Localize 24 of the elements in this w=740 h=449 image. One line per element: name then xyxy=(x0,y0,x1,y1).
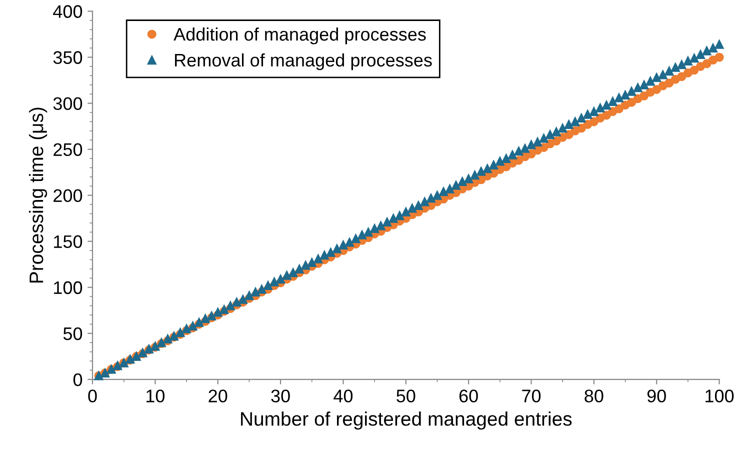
y-tick-label: 100 xyxy=(54,281,82,294)
x-tick-label: 30 xyxy=(271,390,290,402)
y-tick-label: 0 xyxy=(73,373,82,386)
x-tick-label: 40 xyxy=(334,390,353,402)
x-tick-label: 0 xyxy=(88,390,97,402)
y-tick-label: 300 xyxy=(53,97,82,110)
y-tick-label: 400 xyxy=(53,5,82,18)
x-tick-label: 90 xyxy=(647,390,666,402)
x-tick-label: 100 xyxy=(706,390,734,402)
y-tick-label: 150 xyxy=(54,235,82,248)
x-tick-label: 70 xyxy=(522,390,541,402)
x-tick-label: 20 xyxy=(208,390,228,402)
legend-label: Addition of managed processes xyxy=(174,27,426,44)
y-tick-label: 200 xyxy=(54,189,82,202)
legend-label: Removal of managed processes xyxy=(175,53,432,70)
x-tick-label: 60 xyxy=(459,390,478,402)
x-axis-title: Number of registered managed entries xyxy=(241,412,572,430)
y-tick-label: 350 xyxy=(53,51,82,64)
x-tick-label: 80 xyxy=(584,390,604,402)
y-tick-label: 50 xyxy=(63,327,82,340)
y-axis-title: Processing time (μs) xyxy=(28,108,48,283)
y-tick-label: 250 xyxy=(54,143,82,156)
x-tick-label: 50 xyxy=(396,390,416,402)
x-tick-label: 10 xyxy=(146,390,165,402)
